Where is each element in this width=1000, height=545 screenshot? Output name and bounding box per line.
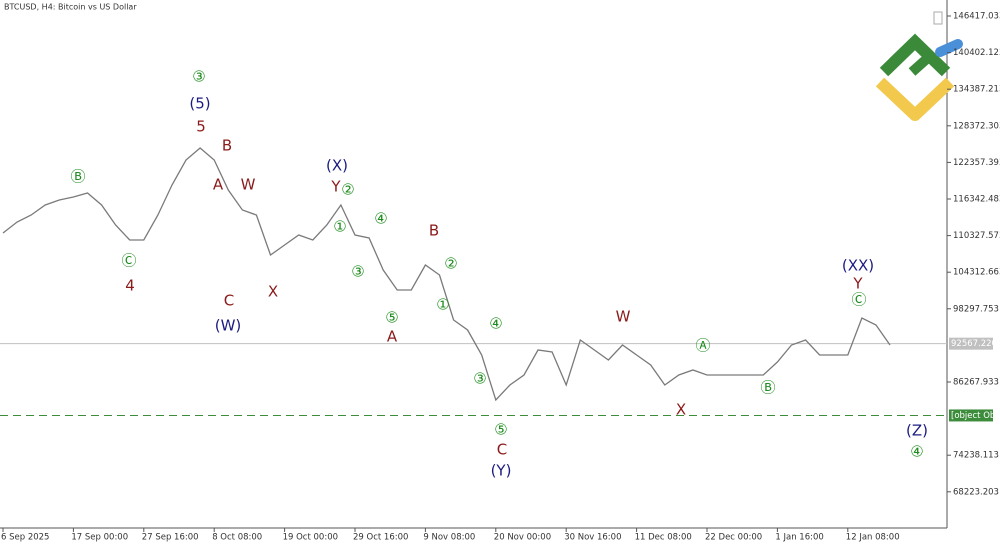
y-tick-label: 74238.113 [953,451,999,461]
wave-label: C [224,292,234,310]
x-tick-label: 6 Sep 2025 [1,533,49,543]
y-tick-label: 68223.203 [953,487,999,497]
x-tick-label: 8 Oct 08:00 [212,533,262,543]
wave-label: ① [436,296,449,314]
y-tick-label: 116342.483 [953,194,1000,204]
wave-label: Y [852,275,863,293]
wave-label: W [241,176,256,194]
wave-label: ③ [473,370,486,388]
wave-label: B [429,222,439,240]
wave-label: ② [341,181,354,199]
x-tick-label: 11 Dec 08:00 [635,533,692,543]
y-tick-label: 110327.573 [953,231,1000,241]
y-tick-label: 86267.933 [953,377,999,387]
wave-label: X [676,401,686,419]
x-tick-label: 1 Jan 16:00 [775,533,823,543]
x-tick-label: 27 Sep 16:00 [142,533,199,543]
x-tick-label: 29 Oct 16:00 [353,533,408,543]
x-tick-label: 9 Nov 08:00 [423,533,475,543]
wave-label: (Z) [906,422,928,440]
y-tick-label: 104312.663 [953,268,1000,278]
wave-label: ④ [374,210,387,228]
wave-label: ① [333,218,346,236]
x-tick-label: 19 Oct 00:00 [283,533,338,543]
wave-label: (5) [189,95,210,113]
wave-label: 5 [196,118,206,136]
wave-label: ⑤ [494,421,507,439]
wave-label: ③ [351,263,364,281]
x-tick-label: 17 Sep 00:00 [71,533,128,543]
y-tick-label: 146417.033 [953,11,1000,21]
support-label: [object Object] [951,411,1000,421]
y-tick-label: 122357.393 [953,158,1000,168]
wave-label: (W) [215,317,242,335]
support-box [949,409,993,422]
wave-label: Ⓒ [121,252,136,270]
wave-label: 4 [125,277,135,295]
chart-title: BTCUSD, H4: Bitcoin vs US Dollar [4,3,137,12]
wave-label: ⑤ [385,309,398,327]
wave-label: ③ [192,68,205,86]
wave-label: W [616,308,631,326]
logo [875,33,963,121]
x-tick-label: 12 Jan 08:00 [846,533,900,543]
panel-icon[interactable] [933,11,943,25]
wave-label: Ⓒ [851,291,866,309]
x-tick-label: 20 Nov 00:00 [494,533,551,543]
wave-label: A [387,328,398,346]
wave-label: X [268,283,278,301]
y-tick-label: 98297.753 [953,304,999,314]
y-tick-label: 140402.123 [953,48,1000,58]
wave-label: (X) [326,157,348,175]
wave-label: A [213,176,224,194]
y-tick-label: 128372.303 [953,121,1000,131]
wave-label: ④ [489,315,502,333]
wave-label: (XX) [842,257,874,275]
wave-label: ② [444,255,457,273]
x-tick-label: 30 Nov 16:00 [564,533,621,543]
wave-label: Ⓑ [70,168,85,186]
wave-label: B [222,137,232,155]
wave-label: Ⓑ [760,379,775,397]
wave-label: C [497,441,507,459]
wave-label: ④ [910,443,923,461]
price-line [2,147,891,402]
x-tick-label: 22 Dec 00:00 [705,533,762,543]
y-tick-label: 134387.213 [953,85,1000,95]
current-price-label: 92567.220 [951,339,997,349]
current-price-box [949,337,993,350]
wave-label: Ⓐ [695,337,710,355]
wave-label: Y [330,178,341,196]
wave-label: (Y) [491,462,512,480]
